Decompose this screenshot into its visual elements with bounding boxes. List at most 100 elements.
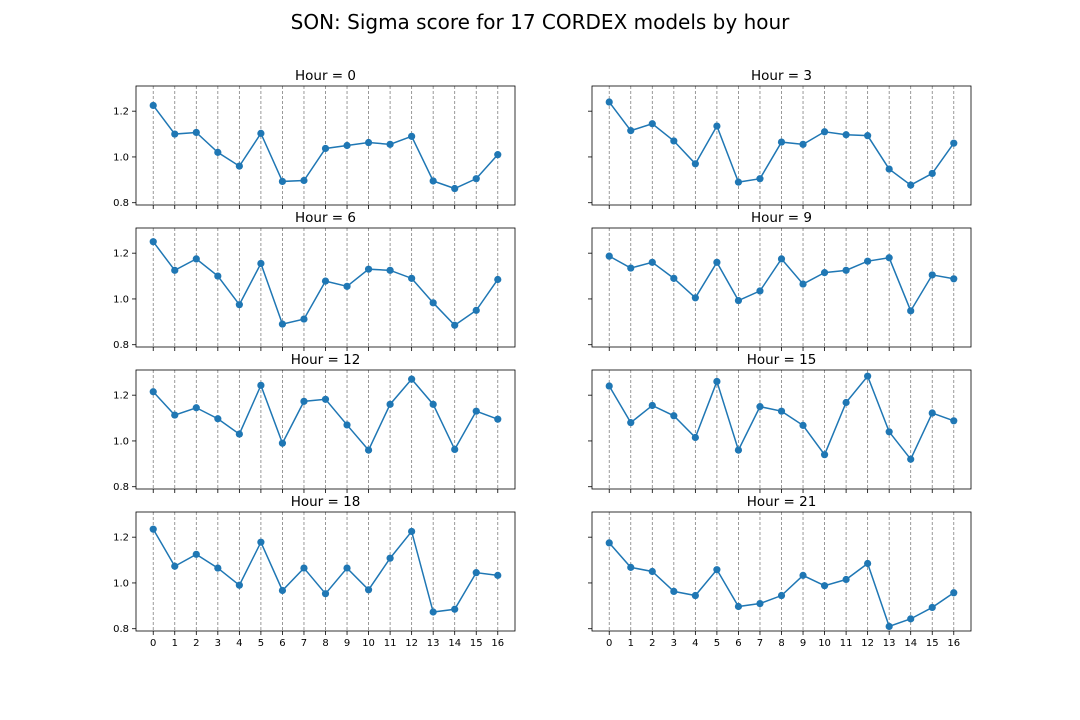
x-tick-label: 2 [193, 638, 199, 649]
data-point [343, 564, 351, 572]
data-point [451, 321, 459, 329]
x-tick-label: 15 [470, 638, 483, 649]
data-point [627, 563, 635, 571]
data-point [928, 603, 936, 612]
data-point [192, 128, 200, 137]
subplot-grid: Hour = 0 0.8 1.0 1.2 Hour = 3 Hour = 6 0.8 1.0 1… [113, 68, 972, 649]
data-point [820, 128, 829, 136]
y-tick-label: 1.2 [113, 533, 129, 544]
data-point [670, 412, 678, 420]
x-tick-label: 10 [818, 638, 831, 649]
data-point [777, 407, 786, 415]
panel-title: Hour = 12 [291, 352, 361, 368]
data-point [605, 382, 613, 390]
x-tick-label: 1 [172, 638, 178, 649]
panel-hour-21: Hour = 210 1 2 3 4 5 6 7 8 9 10 11 12 13 14 15 16 [588, 494, 972, 649]
data-point [235, 430, 243, 438]
data-point [734, 446, 743, 454]
data-point [799, 421, 807, 429]
axes-frame [135, 369, 516, 490]
x-tick-label: 13 [883, 638, 896, 649]
data-point [494, 415, 502, 423]
panel-title: Hour = 18 [291, 494, 361, 510]
axes-frame [591, 511, 972, 632]
panel-title: Hour = 3 [751, 68, 812, 84]
data-point [214, 415, 222, 423]
data-point [149, 388, 157, 396]
data-point [734, 178, 743, 186]
x-tick-label: 5 [258, 638, 264, 649]
y-tick-label: 0.8 [113, 198, 129, 209]
data-point [820, 451, 829, 459]
data-point [364, 265, 373, 273]
data-point [648, 258, 656, 266]
data-point [627, 127, 635, 135]
data-point [713, 566, 721, 574]
data-point [648, 567, 656, 576]
data-point [885, 622, 893, 631]
x-tick-label: 9 [344, 638, 350, 649]
panel-title: Hour = 21 [747, 494, 817, 510]
data-point [627, 419, 635, 427]
y-tick-label: 0.8 [113, 340, 129, 351]
data-point [691, 160, 699, 168]
data-point [408, 132, 416, 140]
data-point [214, 148, 222, 156]
data-point [842, 398, 850, 407]
y-tick-label: 1.0 [113, 152, 129, 163]
data-point [713, 258, 721, 266]
data-point [777, 591, 786, 600]
x-tick-label: 11 [840, 638, 853, 649]
panel-title: Hour = 15 [747, 352, 817, 368]
data-point [864, 257, 872, 265]
data-point [321, 590, 330, 598]
x-tick-label: 6 [735, 638, 741, 649]
data-point [950, 589, 958, 597]
data-point [756, 599, 764, 608]
x-tick-label: 3 [215, 638, 221, 649]
x-tick-label: 8 [322, 638, 328, 649]
data-point [300, 315, 308, 323]
data-point [171, 411, 179, 419]
data-point [171, 562, 179, 570]
data-point [648, 120, 656, 128]
x-tick-label: 14 [904, 638, 917, 649]
data-point [756, 403, 764, 411]
panel-hour-9: Hour = 9 [588, 210, 972, 351]
data-point [907, 615, 915, 623]
data-point [494, 275, 502, 284]
data-point [494, 151, 502, 159]
data-point [691, 433, 699, 442]
x-tick-label: 6 [279, 638, 285, 649]
x-tick-label: 3 [671, 638, 677, 649]
data-point [842, 131, 850, 139]
data-point [950, 139, 958, 147]
data-point [756, 287, 764, 295]
data-point [713, 122, 721, 130]
x-tick-label: 4 [692, 638, 698, 649]
data-point [648, 401, 656, 410]
data-point [670, 587, 678, 596]
data-point [386, 400, 394, 408]
data-point [386, 266, 394, 274]
axes-frame [591, 227, 972, 348]
data-point [386, 140, 394, 148]
data-point [950, 417, 958, 425]
data-point [907, 307, 915, 315]
data-point [885, 254, 893, 262]
data-point [278, 586, 287, 595]
series-line [152, 377, 499, 452]
axes-frame [591, 85, 972, 206]
x-tick-label: 0 [150, 638, 156, 649]
figure-title: SON: Sigma score for 17 CORDEX models by… [291, 10, 791, 34]
data-point [321, 277, 330, 285]
y-tick-label: 1.0 [113, 578, 129, 589]
data-point [777, 138, 786, 146]
data-point [343, 282, 351, 290]
y-tick-label: 0.8 [113, 624, 129, 635]
data-point [257, 259, 265, 268]
data-point [429, 608, 437, 616]
data-point [864, 372, 872, 380]
data-point [364, 586, 373, 594]
